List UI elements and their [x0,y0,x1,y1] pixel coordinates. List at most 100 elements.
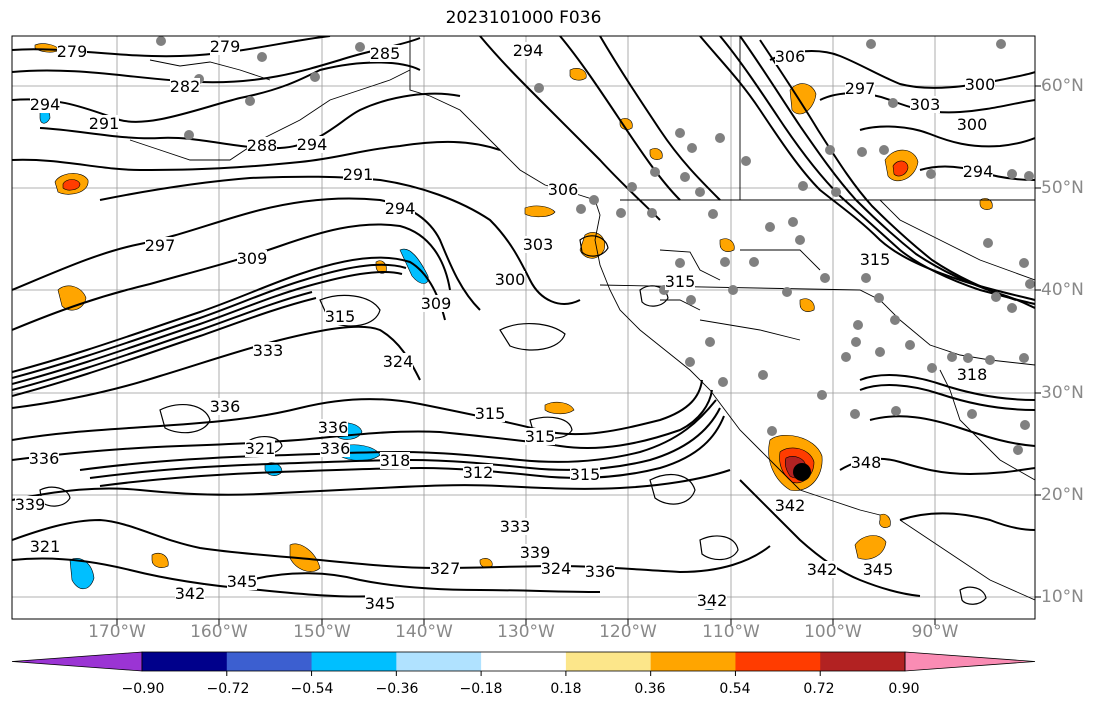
contour-label-bg [860,251,890,268]
contour-label: 291 [343,165,374,184]
lon-label: 140°W [395,622,453,642]
map-title: 2023101000 F036 [445,8,602,28]
contour-label: 309 [421,294,452,313]
colorbar-segment [735,652,821,671]
contour-label-bg [325,308,355,325]
colorbar-segment [311,652,397,671]
contour-label: 300 [965,75,996,94]
colorbar-segment [820,652,906,671]
contour-label-bg [89,115,119,132]
contour-label-bg [227,573,257,590]
contour-label: 315 [570,465,601,484]
lon-label: 170°W [88,622,146,642]
contour-labels: 279 279 285 294 306 297 303 300 300 294 282 291 288 2… [15,37,996,613]
contour-label-bg [807,561,837,578]
colorbar-tick-label: 0.18 [550,681,582,697]
contour-label-bg [548,181,578,198]
colorbar-extend-low [11,651,143,672]
contour-label: 324 [383,352,414,371]
contour-label-bg [29,450,59,467]
station-dots [156,36,1035,455]
contour-label-bg [170,78,200,95]
contour-label: 345 [863,560,894,579]
contour-label: 342 [175,584,206,603]
contour-label-bg [570,466,600,483]
contour-label-bg [380,452,410,469]
contour-label: 342 [807,560,838,579]
contour-label-bg [541,560,571,577]
contour-label: 297 [145,236,176,255]
contour-label-bg [500,518,530,535]
colorbar-outline [141,651,906,672]
contour-label: 339 [15,495,46,514]
colorbar-segment [565,652,652,671]
contour-label: 294 [385,199,416,218]
contour-label-bg [30,96,60,113]
contour-label: 294 [30,95,61,114]
contour-label: 327 [430,559,461,578]
contour-label: 315 [665,272,696,291]
contour-label-bg [210,38,240,55]
contour-label: 306 [548,180,579,199]
contour-label: 321 [245,439,276,458]
cyclone-center-marker [793,463,811,481]
lat-label: 50°N [1041,178,1084,198]
contour-label-bg [30,538,60,555]
colorbar-tick-label: −0.18 [459,681,503,697]
contour-label-bg [145,237,175,254]
contour-label: 312 [463,463,494,482]
contour-label: 336 [29,449,60,468]
contour-label-bg [775,497,805,514]
contour-label-bg [585,563,615,580]
lat-label: 60°N [1041,76,1084,96]
lon-label: 100°W [804,622,862,642]
lat-label: 20°N [1041,485,1084,505]
contour-label-bg [910,96,940,113]
contour-label: 282 [170,77,201,96]
lon-label: 110°W [702,622,760,642]
colorbar-tick-label: −0.72 [206,681,250,697]
contour-label-bg [525,428,555,445]
contour-label: 333 [500,517,531,536]
contour-label: 303 [523,235,554,254]
contour-label: 321 [30,537,61,556]
contour-label: 336 [320,439,351,458]
contour-label-bg [520,544,550,561]
contour-label: 315 [475,404,506,423]
contour-label-bg [421,295,451,312]
contour-label: 336 [585,562,616,581]
contour-label-bg [957,366,987,383]
colorbar-segment [142,652,228,671]
contour-label: 318 [957,365,988,384]
contour-label: 300 [495,270,526,289]
colorbar-tick-label: 0.72 [803,681,835,697]
contour-label-bg [957,116,987,133]
contour-label-bg [365,595,395,612]
colorbar-segment [226,652,313,671]
contour-label-bg [383,353,413,370]
contour-label-bg [845,80,875,97]
contour-label-bg [851,454,881,471]
contour-label: 345 [227,572,258,591]
lat-label: 10°N [1041,587,1084,607]
colorbar-tick-label: 0.36 [634,681,666,697]
contour-label: 294 [963,162,994,181]
contour-label: 324 [541,559,572,578]
lat-label: 30°N [1041,383,1084,403]
contour-label-bg [385,200,415,217]
contour-label: 303 [910,95,941,114]
contour-label-bg [463,464,493,481]
contour-label-bg [523,236,553,253]
contour-label-bg [495,271,525,288]
contour-label: 279 [210,37,241,56]
colorbar-tick-label: −0.90 [121,681,165,697]
lon-label: 130°W [497,622,555,642]
contour-label-bg [965,76,995,93]
contour-lines [12,36,1035,598]
contour-label: 336 [318,418,349,437]
contour-label-bg [318,419,348,436]
colorbar-segment [650,652,736,671]
contour-label: 333 [253,341,284,360]
contour-label-bg [320,440,350,457]
